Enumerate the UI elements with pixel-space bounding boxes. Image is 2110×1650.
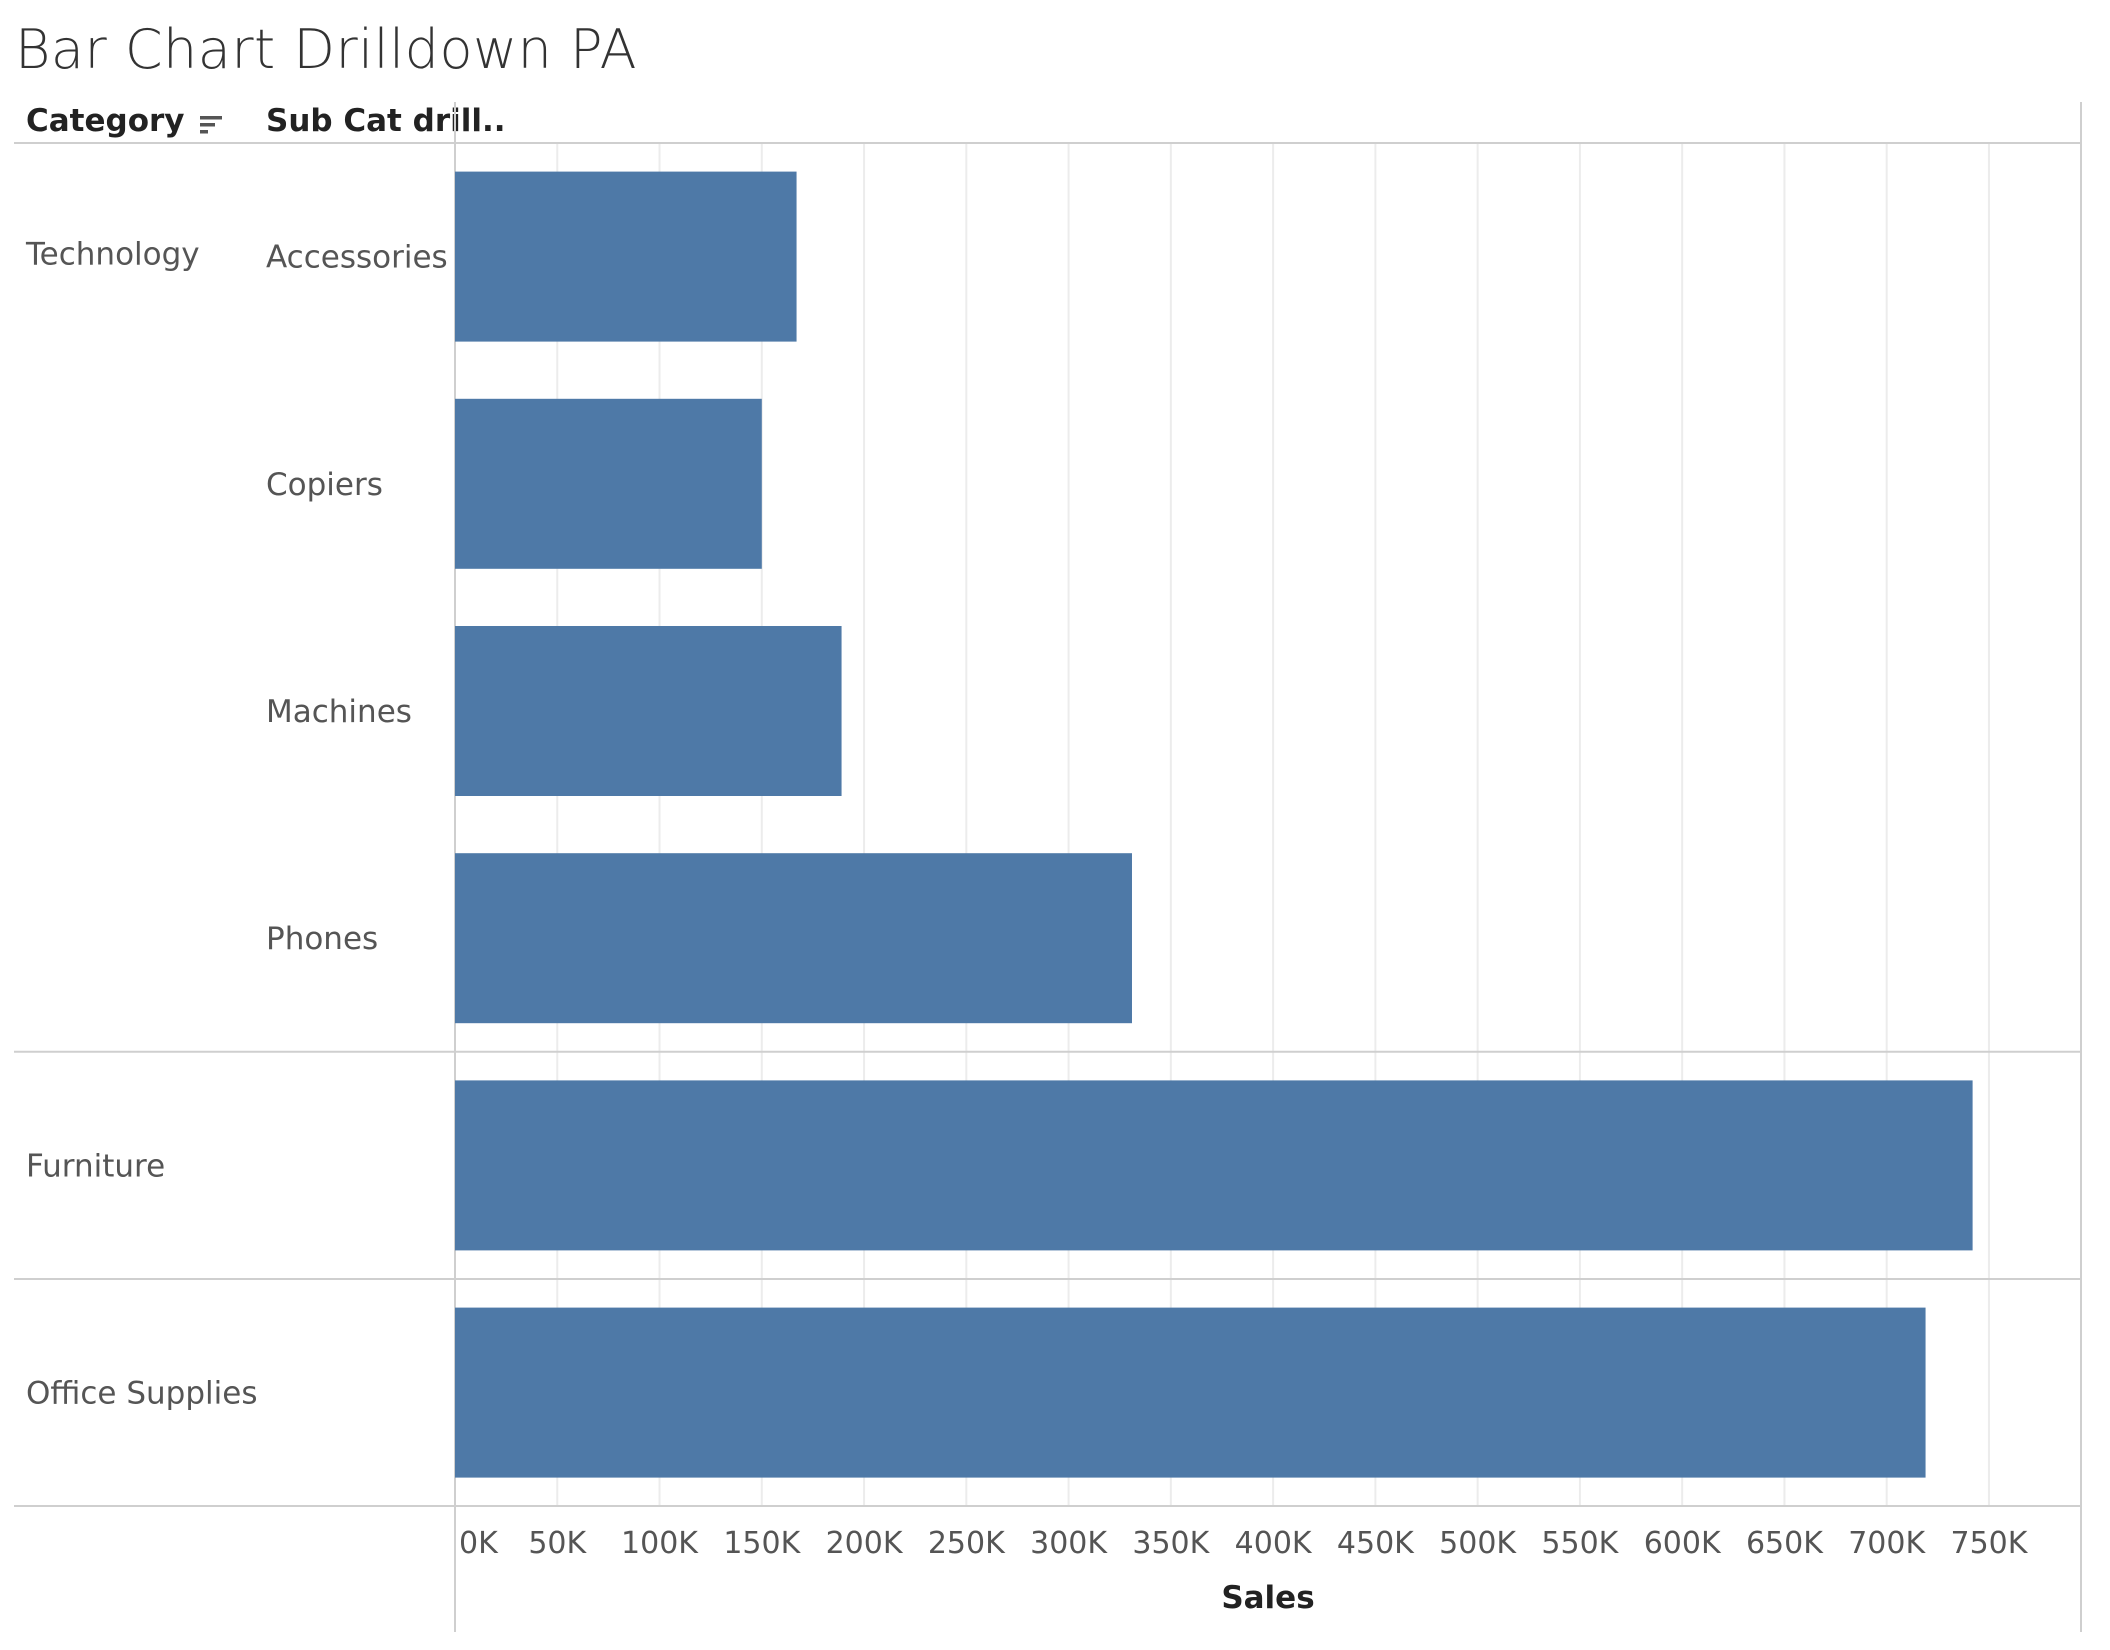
x-tick-label: 350K (1132, 1526, 1210, 1561)
x-tick-label: 100K (621, 1526, 699, 1561)
chart-frame (14, 102, 2082, 1632)
x-tick-label: 500K (1439, 1526, 1517, 1561)
subcategory-label[interactable]: Copiers (266, 467, 383, 503)
x-tick-label: 150K (723, 1526, 801, 1561)
x-tick-label: 750K (1950, 1526, 2028, 1561)
bar[interactable] (455, 626, 842, 796)
category-column-header[interactable]: Category (26, 103, 185, 139)
bars (455, 171, 1973, 1478)
row-labels: Technology Accessories Copiers Machines Phon… (25, 237, 448, 1412)
x-tick-label: 400K (1235, 1526, 1313, 1561)
category-label[interactable]: Furniture (26, 1148, 165, 1184)
x-tick-label: 550K (1541, 1526, 1619, 1561)
x-tick-label: 50K (528, 1526, 587, 1561)
x-axis-ticks: 0K 50K 100K 150K 200K 250K 300K 350K 400K 450K 500… (459, 1526, 2029, 1561)
x-tick-label: 650K (1746, 1526, 1824, 1561)
subcategory-label[interactable]: Phones (266, 921, 378, 957)
subcategory-column-header[interactable]: Sub Cat drill.. (266, 103, 506, 139)
subcategory-label[interactable]: Accessories (266, 240, 448, 276)
bar[interactable] (455, 853, 1132, 1024)
x-tick-label: 0K (459, 1526, 499, 1561)
page-title: Bar Chart Drilldown PA (15, 18, 638, 81)
bar[interactable] (455, 398, 762, 569)
bar[interactable] (455, 171, 797, 342)
x-tick-label: 700K (1848, 1526, 1926, 1561)
x-axis-title: Sales (1221, 1580, 1314, 1616)
x-tick-label: 600K (1644, 1526, 1722, 1561)
x-tick-label: 250K (928, 1526, 1006, 1561)
category-label[interactable]: Technology (25, 237, 200, 273)
category-label[interactable]: Office Supplies (26, 1376, 257, 1412)
x-tick-label: 300K (1030, 1526, 1108, 1561)
bar[interactable] (455, 1307, 1926, 1478)
x-tick-label: 450K (1337, 1526, 1415, 1561)
subcategory-label[interactable]: Machines (266, 694, 412, 730)
x-tick-label: 200K (826, 1526, 904, 1561)
gridlines (556, 143, 1990, 1506)
sort-descending-icon[interactable] (200, 114, 224, 136)
bar[interactable] (455, 1080, 1973, 1251)
